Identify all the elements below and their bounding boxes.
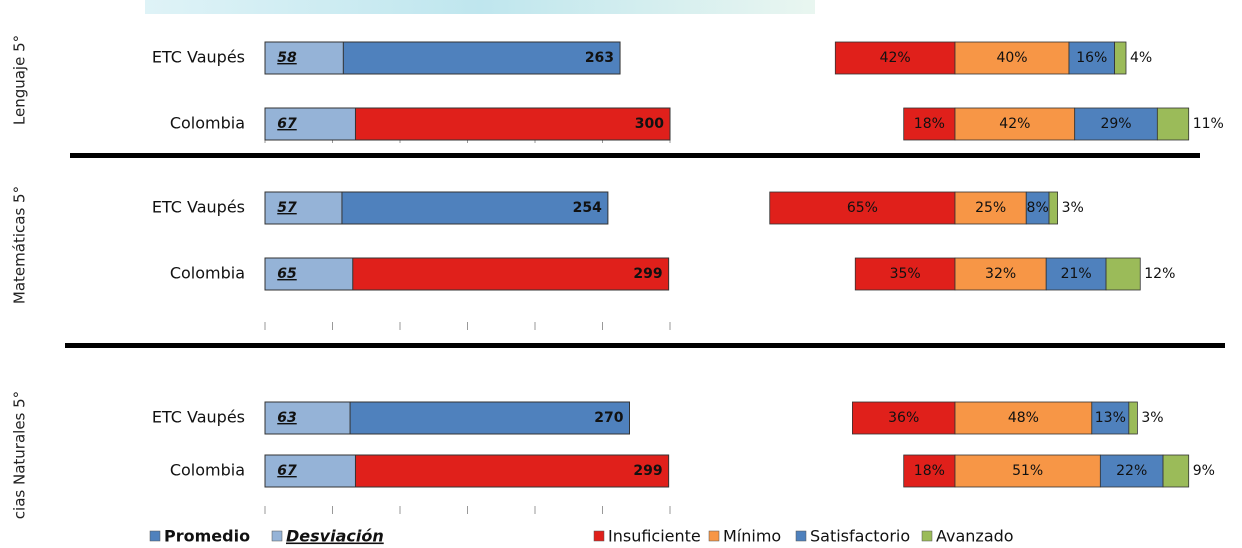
bar-segment	[954, 257, 1047, 291]
category-label: Colombia	[170, 114, 245, 133]
bar-segment	[1114, 41, 1127, 75]
data-label: 57	[277, 200, 297, 216]
data-label: 3%	[1141, 410, 1163, 426]
bar-segment	[852, 401, 956, 435]
data-label: 35%	[890, 266, 921, 282]
data-label: 29%	[1100, 116, 1131, 132]
bar	[264, 41, 344, 75]
data-label: 22%	[1116, 463, 1147, 479]
bar-segment	[903, 454, 956, 488]
legend-label: Insuficiente	[608, 527, 701, 546]
data-label: 18%	[914, 116, 945, 132]
legend-swatch	[271, 530, 283, 542]
data-label: 36%	[888, 410, 919, 426]
data-label: 67	[277, 116, 297, 132]
category-label: ETC Vaupés	[152, 408, 245, 427]
header-band	[145, 0, 815, 14]
bar	[264, 191, 343, 225]
group-label: Matemáticas 5°	[11, 186, 29, 304]
bar-segment	[769, 191, 956, 225]
bar-segment	[903, 107, 956, 141]
data-label: 63	[277, 410, 296, 426]
group-label: Lenguaje 5°	[11, 35, 29, 125]
data-label: 65	[277, 266, 297, 282]
legend-swatch	[795, 530, 807, 542]
bar-segment	[954, 401, 1093, 435]
data-label: 270	[594, 410, 623, 426]
bar-segment	[1045, 257, 1107, 291]
bar	[264, 257, 354, 291]
bar-segment	[954, 454, 1101, 488]
data-label: 263	[585, 50, 614, 66]
separator	[65, 343, 1225, 348]
legend-swatch	[921, 530, 933, 542]
data-label: 25%	[975, 200, 1006, 216]
bar-segment	[1074, 107, 1158, 141]
legend-label: Satisfactorio	[810, 527, 910, 546]
legend-label: Desviación	[286, 527, 384, 546]
data-label: 4%	[1130, 50, 1152, 66]
data-label: 18%	[914, 463, 945, 479]
data-label: 21%	[1061, 266, 1092, 282]
data-label: 9%	[1193, 463, 1215, 479]
data-label: 13%	[1095, 410, 1126, 426]
data-label: 3%	[1062, 200, 1084, 216]
legend-label: Mínimo	[723, 527, 781, 546]
data-label: 40%	[996, 50, 1027, 66]
bar-segment	[954, 41, 1070, 75]
bar-segment	[954, 191, 1027, 225]
bar-segment	[1105, 257, 1141, 291]
data-label: 8%	[1027, 200, 1049, 216]
bar-segment	[1091, 401, 1130, 435]
category-label: Colombia	[170, 461, 245, 480]
bar-segment	[834, 41, 956, 75]
data-label: 32%	[985, 266, 1016, 282]
data-label: 42%	[999, 116, 1030, 132]
data-label: 48%	[1008, 410, 1039, 426]
separator	[70, 153, 1200, 158]
data-label: 11%	[1193, 116, 1224, 132]
legend-swatch	[149, 530, 161, 542]
bar	[264, 401, 351, 435]
legend-label: Promedio	[164, 527, 250, 546]
data-label: 299	[633, 463, 662, 479]
legend-swatch	[593, 530, 605, 542]
legend-swatch	[708, 530, 720, 542]
data-label: 42%	[880, 50, 911, 66]
data-label: 12%	[1144, 266, 1175, 282]
bar-segment	[1048, 191, 1059, 225]
bar-segment	[1068, 41, 1115, 75]
group-label: cias Naturales 5°	[11, 391, 29, 519]
data-label: 16%	[1076, 50, 1107, 66]
category-label: ETC Vaupés	[152, 198, 245, 217]
bar	[264, 107, 356, 141]
data-label: 51%	[1012, 463, 1043, 479]
data-label: 58	[277, 50, 297, 66]
data-label: 67	[277, 463, 297, 479]
data-label: 299	[633, 266, 662, 282]
category-label: Colombia	[170, 264, 245, 283]
legend-label: Avanzado	[936, 527, 1014, 546]
bar-segment	[954, 107, 1076, 141]
data-label: 254	[573, 200, 602, 216]
bar-segment	[1162, 454, 1190, 488]
data-label: 300	[635, 116, 664, 132]
bar-segment	[1099, 454, 1164, 488]
category-label: ETC Vaupés	[152, 48, 245, 67]
bar	[264, 454, 356, 488]
bar-segment	[854, 257, 956, 291]
bar-segment	[1128, 401, 1138, 435]
bar-segment	[1156, 107, 1190, 141]
data-label: 65%	[847, 200, 878, 216]
